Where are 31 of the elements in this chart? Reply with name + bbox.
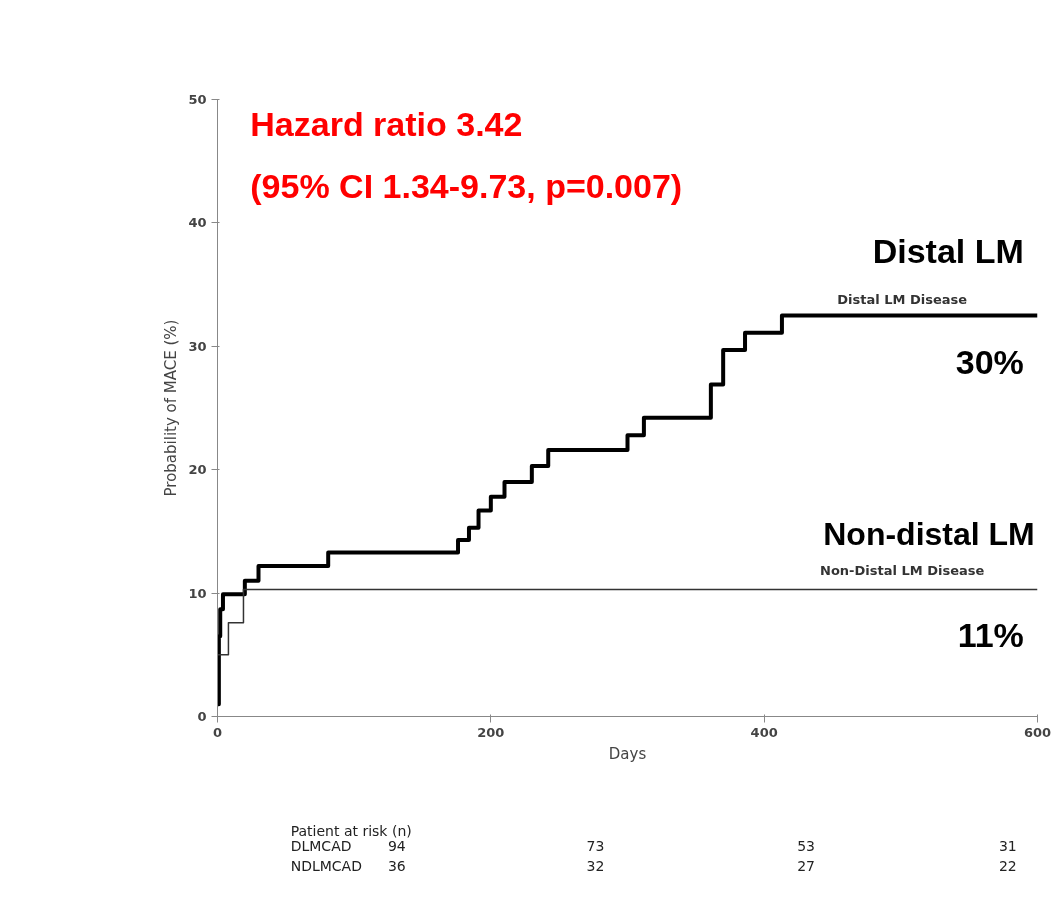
x-tick-label: 0 bbox=[212, 724, 223, 740]
text: 31 bbox=[998, 837, 1017, 854]
text: DLMCAD bbox=[290, 837, 352, 854]
y-tick-label: 0 bbox=[197, 709, 207, 724]
y-axis-title: Probability of MACE (%) bbox=[162, 319, 181, 497]
series-label: Distal LM Disease bbox=[837, 291, 968, 307]
y-tick-label: 20 bbox=[188, 462, 207, 478]
y-tick-label: 30 bbox=[188, 338, 207, 354]
annotation: 30% bbox=[955, 343, 1024, 382]
text: 32 bbox=[586, 857, 605, 874]
text: 22 bbox=[998, 857, 1017, 874]
text: 36 bbox=[387, 857, 406, 874]
x-tick-label: 200 bbox=[477, 724, 505, 740]
text: NDLMCAD bbox=[290, 857, 362, 874]
annotation: Hazard ratio 3.42 bbox=[250, 105, 523, 144]
y-tick-label: 40 bbox=[188, 215, 207, 231]
x-tick-label: 400 bbox=[750, 724, 778, 740]
y-tick-label: 10 bbox=[188, 585, 207, 601]
series-label: Non-Distal LM Disease bbox=[820, 563, 985, 579]
annotation: Non-distal LM bbox=[823, 515, 1035, 552]
annotation: (95% CI 1.34-9.73, p=0.007) bbox=[250, 166, 683, 205]
text: 73 bbox=[586, 837, 605, 854]
annotation: 11% bbox=[957, 616, 1024, 655]
text: Patient at risk (n) bbox=[290, 822, 412, 839]
text: 27 bbox=[797, 857, 815, 874]
y-tick-label: 50 bbox=[188, 92, 207, 107]
text: 94 bbox=[387, 837, 406, 854]
x-tick-label: 600 bbox=[1023, 724, 1052, 740]
x-axis-title: Days bbox=[608, 744, 647, 763]
text: 53 bbox=[797, 837, 815, 854]
annotation: Distal LM bbox=[872, 232, 1024, 271]
